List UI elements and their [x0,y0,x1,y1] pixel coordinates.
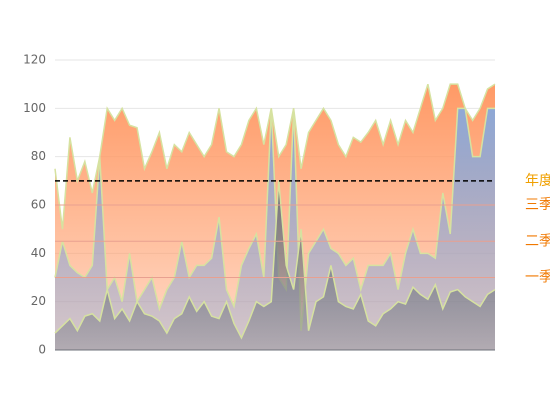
area-line [54,83,496,230]
mark-line-label: 二季 [525,233,550,249]
area-line [54,107,495,331]
mark-line-label: 年度 [525,173,550,189]
y-tick-label: 0 [38,343,46,357]
y-tick-label: 20 [31,294,46,308]
y-tick-label: 80 [31,149,46,163]
y-tick-label: 60 [31,198,46,212]
mark-line-label: 三季 [525,197,550,213]
mark-line-label: 一季 [525,270,550,286]
area [55,180,495,350]
y-tick-label: 120 [23,53,46,67]
y-tick-label: 100 [23,101,46,115]
y-tick-label: 40 [31,246,46,260]
